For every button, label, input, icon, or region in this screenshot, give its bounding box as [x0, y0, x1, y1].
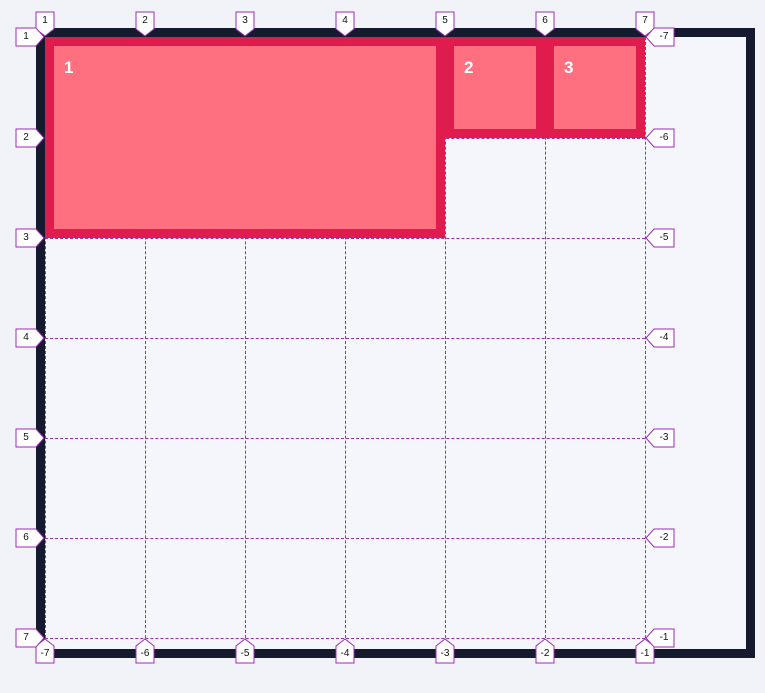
badge-shape [335, 11, 355, 37]
row-line [45, 238, 645, 239]
badge-label: -1 [640, 648, 650, 659]
column-line [245, 37, 246, 638]
line-number-badge-left: 4 [15, 328, 45, 348]
badge-label: 3 [23, 232, 29, 243]
badge-shape [15, 328, 45, 348]
line-number-badge-left: 2 [15, 128, 45, 148]
badge-shape [435, 638, 455, 664]
badge-shape [235, 638, 255, 664]
badge-shape [15, 428, 45, 448]
badge-label: 7 [23, 632, 29, 643]
badge-shape [15, 27, 45, 47]
badge-label: 2 [23, 132, 29, 143]
badge-label: -7 [40, 648, 50, 659]
line-number-badge-bottom: -7 [35, 638, 55, 664]
badge-label: 3 [242, 15, 248, 26]
badge-shape [535, 638, 555, 664]
badge-label: -2 [540, 648, 550, 659]
badge-label: -5 [240, 648, 250, 659]
line-number-badge-left: 5 [15, 428, 45, 448]
badge-label: 1 [23, 31, 29, 42]
badge-shape [645, 328, 675, 348]
line-number-badge-left: 6 [15, 528, 45, 548]
line-number-badge-right: -4 [645, 328, 675, 348]
grid-item-3[interactable]: 3 [545, 37, 645, 138]
line-number-badge-right: -6 [645, 128, 675, 148]
badge-shape [335, 638, 355, 664]
grid-item-label: 1 [64, 58, 74, 77]
badge-shape [435, 11, 455, 37]
row-line [45, 538, 645, 539]
badge-label: 4 [23, 332, 29, 343]
badge-label: -5 [659, 232, 669, 243]
line-number-badge-right: -2 [645, 528, 675, 548]
line-number-badge-right: -3 [645, 428, 675, 448]
badge-shape [535, 11, 555, 37]
line-number-badge-right: -1 [645, 628, 675, 648]
badge-label: 1 [42, 15, 48, 26]
grid-item-1[interactable]: 1 [45, 37, 445, 238]
line-number-badge-left: 3 [15, 228, 45, 248]
line-number-badge-right: -7 [645, 27, 675, 47]
column-line [645, 37, 646, 638]
column-line [45, 37, 46, 638]
grid-item-label: 3 [564, 58, 574, 77]
badge-shape [135, 11, 155, 37]
line-number-badge-bottom: -4 [335, 638, 355, 664]
badge-shape [645, 27, 675, 47]
line-number-badge-left: 7 [15, 628, 45, 648]
badge-shape [645, 228, 675, 248]
badge-label: -6 [659, 132, 669, 143]
badge-shape [645, 428, 675, 448]
badge-shape [15, 128, 45, 148]
line-number-badge-bottom: -3 [435, 638, 455, 664]
badge-label: -4 [659, 332, 669, 343]
line-number-badge-left: 1 [15, 27, 45, 47]
badge-label: 6 [542, 15, 548, 26]
badge-label: 4 [342, 15, 348, 26]
line-number-badge-top: 3 [235, 11, 255, 37]
line-number-badge-top: 2 [135, 11, 155, 37]
badge-shape [15, 528, 45, 548]
column-line [545, 37, 546, 638]
badge-shape [645, 628, 675, 648]
badge-label: 6 [23, 532, 29, 543]
line-number-badge-top: 1 [35, 11, 55, 37]
row-line [45, 338, 645, 339]
badge-label: -6 [140, 648, 150, 659]
line-number-badge-bottom: -5 [235, 638, 255, 664]
badge-shape [135, 638, 155, 664]
badge-label: -3 [440, 648, 450, 659]
badge-label: 5 [442, 15, 448, 26]
badge-label: -3 [659, 432, 669, 443]
line-number-badge-bottom: -6 [135, 638, 155, 664]
badge-label: -1 [659, 632, 669, 643]
badge-label: -4 [340, 648, 350, 659]
badge-shape [645, 528, 675, 548]
badge-shape [15, 228, 45, 248]
badge-label: 7 [642, 15, 648, 26]
line-number-badge-top: 5 [435, 11, 455, 37]
badge-shape [15, 628, 45, 648]
line-number-badge-top: 6 [535, 11, 555, 37]
badge-shape [645, 128, 675, 148]
grid-item-2[interactable]: 2 [445, 37, 545, 138]
line-number-badge-top: 4 [335, 11, 355, 37]
column-line [145, 37, 146, 638]
badge-label: 2 [142, 15, 148, 26]
column-line [445, 37, 446, 638]
badge-label: 5 [23, 432, 29, 443]
line-number-badge-bottom: -2 [535, 638, 555, 664]
column-line [345, 37, 346, 638]
badge-shape [35, 638, 55, 664]
badge-label: -2 [659, 532, 669, 543]
grid-item-label: 2 [464, 58, 474, 77]
badge-label: -7 [659, 31, 669, 42]
row-line [45, 438, 645, 439]
line-number-badge-right: -5 [645, 228, 675, 248]
badge-shape [235, 11, 255, 37]
badge-shape [35, 11, 55, 37]
